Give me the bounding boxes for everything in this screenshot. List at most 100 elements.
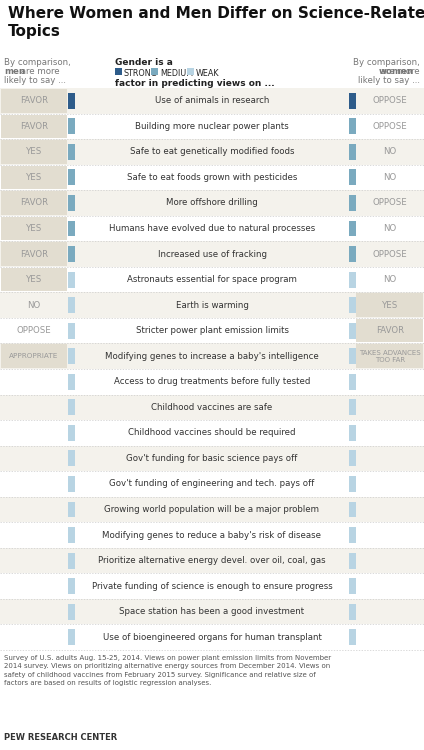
Text: OPPOSE: OPPOSE [17,326,51,335]
Text: TAKES ADVANCES
TOO FAR: TAKES ADVANCES TOO FAR [359,350,421,363]
Bar [356,293,423,317]
Text: Where Women and Men Differ on Science-Related
Topics: Where Women and Men Differ on Science-Re… [8,6,424,39]
Text: FAVOR: FAVOR [20,122,48,130]
Bar [68,246,75,262]
Text: are more: are more [18,67,60,76]
Text: FAVOR: FAVOR [376,326,404,335]
Text: By comparison,: By comparison, [353,58,420,67]
Text: YES: YES [382,301,398,310]
Bar [349,553,356,568]
Bar [349,527,356,543]
Text: Growing world population will be a major problem: Growing world population will be a major… [104,505,320,514]
Text: NO: NO [383,224,396,233]
Bar [0,573,424,599]
Text: STRONG: STRONG [124,69,158,78]
Bar [0,318,424,344]
Bar [1,344,67,368]
Bar [0,496,424,522]
Text: FAVOR: FAVOR [20,96,48,105]
Bar [68,220,75,236]
Text: Safe to eat foods grown with pesticides: Safe to eat foods grown with pesticides [127,173,297,182]
Bar [349,322,356,338]
Bar [0,139,424,165]
Text: FAVOR: FAVOR [20,199,48,208]
Bar [68,578,75,594]
Text: likely to say ...: likely to say ... [4,76,66,85]
Bar [1,140,67,164]
Bar [0,625,424,650]
Text: YES: YES [26,275,42,284]
Bar [68,322,75,338]
Text: Building more nuclear power plants: Building more nuclear power plants [135,122,289,130]
Text: NO: NO [383,173,396,182]
Text: NO: NO [383,147,396,156]
Bar [349,118,356,134]
Bar [68,553,75,568]
Bar [68,604,75,619]
Text: Prioritize alternative energy devel. over oil, coal, gas: Prioritize alternative energy devel. ove… [98,556,326,565]
Bar [349,170,356,185]
Bar [0,190,424,216]
Bar [349,425,356,441]
Bar [68,170,75,185]
Bar [1,268,67,291]
Text: Stricter power plant emission limits: Stricter power plant emission limits [136,326,288,335]
Bar [1,166,67,189]
Bar [0,267,424,292]
Bar [68,374,75,390]
Bar [349,604,356,619]
Bar [68,118,75,134]
Bar [0,216,424,242]
Bar [68,297,75,313]
Bar [349,246,356,262]
Bar [68,451,75,466]
Bar [349,629,356,645]
Text: Space station has been a good investment: Space station has been a good investment [120,608,304,616]
Bar [68,400,75,416]
Bar [68,272,75,287]
Bar [349,400,356,416]
Bar [1,242,67,266]
Text: Safe to eat genetically modified foods: Safe to eat genetically modified foods [130,147,294,156]
Bar [0,599,424,625]
Text: NO: NO [28,301,41,310]
Text: OPPOSE: OPPOSE [373,122,407,130]
Bar [68,348,75,364]
Text: FAVOR: FAVOR [20,250,48,259]
Bar [356,344,423,368]
Text: YES: YES [26,224,42,233]
Bar [151,68,158,75]
Text: Private funding of science is enough to ensure progress: Private funding of science is enough to … [92,582,332,591]
Bar [0,113,424,139]
Text: Modifying genes to increase a baby's intelligence: Modifying genes to increase a baby's int… [105,352,319,361]
Bar [349,502,356,518]
Text: Access to drug treatments before fully tested: Access to drug treatments before fully t… [114,377,310,386]
Bar [349,297,356,313]
Bar [68,93,75,109]
Bar [0,292,424,318]
Bar [349,374,356,390]
Text: Astronauts essential for space program: Astronauts essential for space program [127,275,297,284]
Bar [1,191,67,214]
Bar [0,420,424,446]
Bar [349,476,356,492]
Bar [68,195,75,211]
Text: WEAK: WEAK [195,69,219,78]
Bar [0,471,424,496]
Bar [0,344,424,369]
Bar [349,451,356,466]
Text: PEW RESEARCH CENTER: PEW RESEARCH CENTER [4,733,117,742]
Text: Use of bioengineered organs for human transplant: Use of bioengineered organs for human tr… [103,633,321,642]
Text: MEDIUM: MEDIUM [160,69,193,78]
Text: Gov't funding of engineering and tech. pays off: Gov't funding of engineering and tech. p… [109,479,315,488]
Text: likely to say ...: likely to say ... [358,76,420,85]
Bar [68,425,75,441]
Text: Gender is a: Gender is a [115,58,173,67]
Text: By comparison,: By comparison, [4,58,71,67]
Text: Humans have evolved due to natural processes: Humans have evolved due to natural proce… [109,224,315,233]
Text: Earth is warming: Earth is warming [176,301,248,310]
Text: factor in predicting views on ...: factor in predicting views on ... [115,79,275,88]
Bar [68,527,75,543]
Text: Gov't funding for basic science pays off: Gov't funding for basic science pays off [126,454,298,463]
Bar [356,319,423,343]
